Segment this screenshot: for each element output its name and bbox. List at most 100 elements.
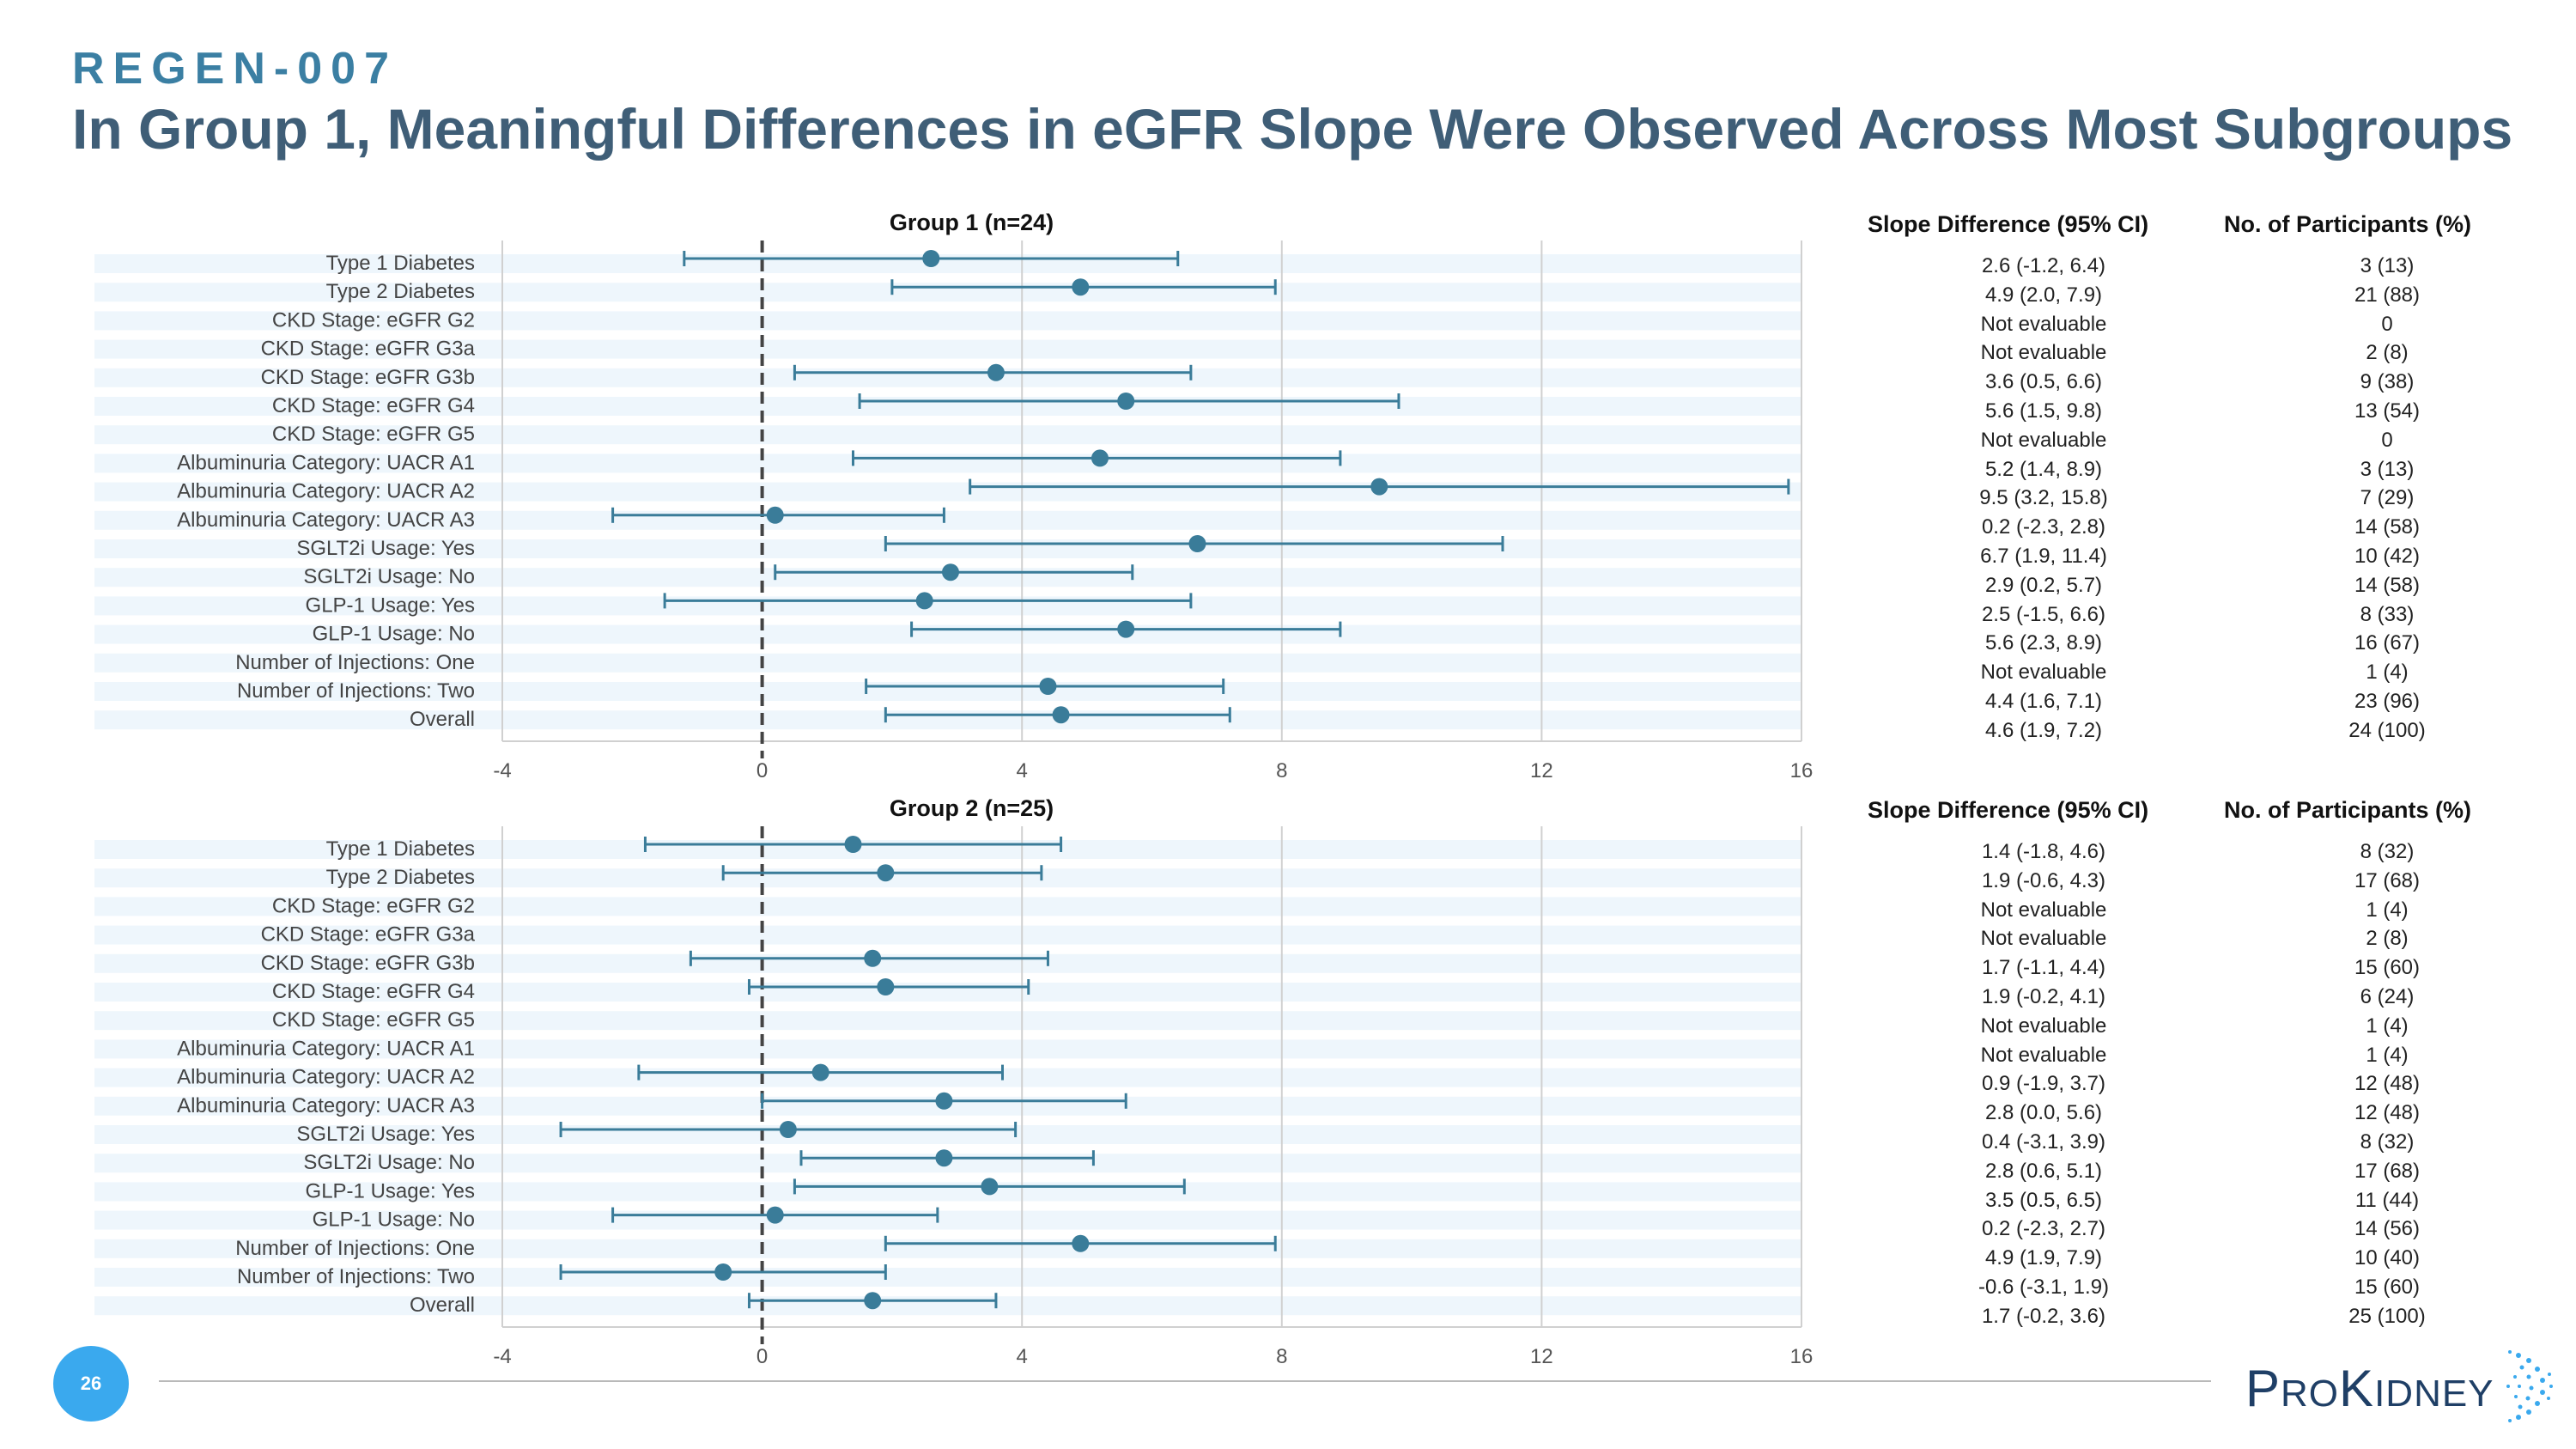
row-band bbox=[94, 653, 1801, 673]
results-table-group-2: Slope Difference (95% CI) No. of Partici… bbox=[1846, 797, 2550, 1330]
subgroup-label: CKD Stage: eGFR G4 bbox=[272, 980, 475, 1003]
slope-difference-cell: 0.2 (-2.3, 2.7) bbox=[1981, 1217, 2106, 1241]
point-estimate bbox=[935, 1092, 953, 1110]
point-estimate bbox=[1188, 535, 1206, 552]
subgroup-label: Type 2 Diabetes bbox=[326, 280, 475, 303]
row-band bbox=[94, 925, 1801, 945]
point-estimate bbox=[1091, 449, 1109, 467]
participants-cell: 1 (4) bbox=[2366, 661, 2409, 685]
forest-plot-svg-group-1: Group 1 (n=24) -4 0 4 8 12 16 Type 1 Diabetes Ty… bbox=[94, 210, 1813, 782]
x-tick-label: -4 bbox=[493, 1345, 511, 1368]
subgroup-label: CKD Stage: eGFR G2 bbox=[272, 308, 475, 332]
participants-cell: 3 (13) bbox=[2360, 254, 2415, 277]
slope-difference-cell: 4.6 (1.9, 7.2) bbox=[1984, 718, 2103, 742]
slope-difference-cell: 4.4 (1.6, 7.1) bbox=[1984, 690, 2103, 713]
subgroup-label: CKD Stage: eGFR G4 bbox=[272, 394, 475, 417]
slope-difference-cell: Not evaluable bbox=[1980, 898, 2107, 922]
participants-cell: 1 (4) bbox=[2366, 1043, 2409, 1067]
slope-difference-cell: 5.6 (2.3, 8.9) bbox=[1984, 631, 2103, 655]
participants-cell: 12 (48) bbox=[2354, 1101, 2421, 1125]
slope-difference-cell: Not evaluable bbox=[1980, 1014, 2107, 1038]
point-estimate bbox=[766, 506, 784, 524]
chart-title: Group 1 (n=24) bbox=[890, 210, 1054, 235]
participants-cell: 17 (68) bbox=[2354, 868, 2421, 892]
slope-difference-cell: 4.9 (1.9, 7.9) bbox=[1984, 1246, 2103, 1270]
row-band bbox=[94, 368, 1801, 387]
point-estimate bbox=[1072, 1234, 1090, 1252]
participants-cell: 1 (4) bbox=[2366, 898, 2409, 922]
participants-cell: 15 (60) bbox=[2354, 1275, 2421, 1299]
participants-cell: 2 (8) bbox=[2366, 927, 2409, 951]
row-band bbox=[94, 897, 1801, 916]
subgroup-label: Type 2 Diabetes bbox=[326, 866, 475, 889]
participants-cell: 3 (13) bbox=[2360, 457, 2415, 481]
row-band bbox=[94, 1296, 1801, 1316]
participants-cell: 8 (32) bbox=[2360, 840, 2415, 863]
subgroup-label: GLP-1 Usage: Yes bbox=[306, 594, 475, 617]
row-band bbox=[94, 425, 1801, 445]
subgroup-label: Type 1 Diabetes bbox=[326, 837, 475, 861]
results-table-group-1: Slope Difference (95% CI) No. of Partici… bbox=[1846, 211, 2550, 744]
slope-difference-cell: 2.8 (0.0, 5.6) bbox=[1984, 1101, 2103, 1125]
participants-cell: 13 (54) bbox=[2354, 399, 2421, 423]
slope-difference-cell: 0.4 (-3.1, 3.9) bbox=[1981, 1130, 2106, 1154]
row-band bbox=[94, 1182, 1801, 1202]
participants-cell: 6 (24) bbox=[2360, 985, 2415, 1008]
slope-difference-header: Slope Difference (95% CI) bbox=[1868, 211, 2149, 237]
participants-cell: 10 (40) bbox=[2354, 1246, 2421, 1270]
row-band bbox=[94, 283, 1801, 302]
participants-cell: 2 (8) bbox=[2366, 341, 2409, 365]
subgroup-label: CKD Stage: eGFR G3b bbox=[261, 366, 475, 389]
logo-wordmark: PROKIDNEY bbox=[2245, 1360, 2494, 1417]
participants-cell: 12 (48) bbox=[2354, 1072, 2421, 1096]
participants-cell: 9 (38) bbox=[2360, 370, 2415, 394]
x-tick-label: 4 bbox=[1017, 759, 1028, 782]
slide-title: In Group 1, Meaningful Differences in eG… bbox=[72, 97, 2513, 161]
participants-cell: 8 (33) bbox=[2360, 602, 2415, 626]
x-tick-label: 0 bbox=[756, 759, 768, 782]
subgroup-label: CKD Stage: eGFR G3b bbox=[261, 952, 475, 975]
participants-cell: 17 (68) bbox=[2354, 1159, 2421, 1183]
subgroup-label: Albuminuria Category: UACR A3 bbox=[177, 1094, 475, 1117]
point-estimate bbox=[941, 563, 959, 581]
slope-difference-cell: 0.2 (-2.3, 2.8) bbox=[1981, 515, 2106, 539]
row-band bbox=[94, 953, 1801, 973]
subgroup-label: SGLT2i Usage: No bbox=[303, 1151, 475, 1174]
row-band bbox=[94, 254, 1801, 273]
slope-difference-cell: 4.9 (2.0, 7.9) bbox=[1984, 283, 2103, 307]
row-band bbox=[94, 454, 1801, 473]
slope-difference-cell: -0.6 (-3.1, 1.9) bbox=[1978, 1275, 2110, 1299]
slope-difference-cell: 6.7 (1.9, 11.4) bbox=[1980, 545, 2107, 568]
slope-difference-cell: 2.9 (0.2, 5.7) bbox=[1984, 573, 2103, 597]
slope-difference-cell: 2.6 (-1.2, 6.4) bbox=[1981, 254, 2106, 277]
subgroup-label: SGLT2i Usage: Yes bbox=[296, 1123, 475, 1146]
subgroup-label: Overall bbox=[410, 708, 475, 731]
row-band bbox=[94, 1210, 1801, 1230]
point-estimate bbox=[766, 1206, 784, 1224]
x-tick-label: 4 bbox=[1017, 1345, 1028, 1368]
row-band bbox=[94, 710, 1801, 730]
subgroup-label: GLP-1 Usage: Yes bbox=[306, 1179, 475, 1202]
slope-difference-cell: 1.4 (-1.8, 4.6) bbox=[1981, 840, 2106, 863]
subgroup-label: GLP-1 Usage: No bbox=[313, 623, 475, 646]
subgroup-label: GLP-1 Usage: No bbox=[313, 1209, 475, 1232]
subgroup-label: CKD Stage: eGFR G3a bbox=[261, 923, 476, 947]
x-tick-label: 8 bbox=[1276, 759, 1287, 782]
row-band bbox=[94, 1011, 1801, 1031]
participants-cell: 14 (58) bbox=[2354, 515, 2421, 539]
subgroup-label: CKD Stage: eGFR G3a bbox=[261, 338, 476, 361]
slope-difference-cell: 9.5 (3.2, 15.8) bbox=[1979, 486, 2108, 510]
subgroup-label: SGLT2i Usage: Yes bbox=[296, 537, 475, 560]
slope-difference-cell: 2.5 (-1.5, 6.6) bbox=[1981, 602, 2106, 626]
point-estimate bbox=[714, 1263, 732, 1281]
slope-difference-cell: 2.8 (0.6, 5.1) bbox=[1984, 1159, 2103, 1183]
slope-difference-cell: Not evaluable bbox=[1980, 341, 2107, 365]
row-band bbox=[94, 983, 1801, 1002]
x-tick-label: 16 bbox=[1790, 1345, 1814, 1368]
forest-plot-group-2: Group 2 (n=25) -4 0 4 8 12 16 Type 1 Diabetes Ty… bbox=[0, 792, 1838, 1393]
point-estimate bbox=[864, 1292, 882, 1310]
row-band bbox=[94, 596, 1801, 616]
slope-difference-header: Slope Difference (95% CI) bbox=[1868, 797, 2149, 823]
participants-cell: 8 (32) bbox=[2360, 1130, 2415, 1154]
participants-header: No. of Participants (%) bbox=[2224, 211, 2472, 237]
